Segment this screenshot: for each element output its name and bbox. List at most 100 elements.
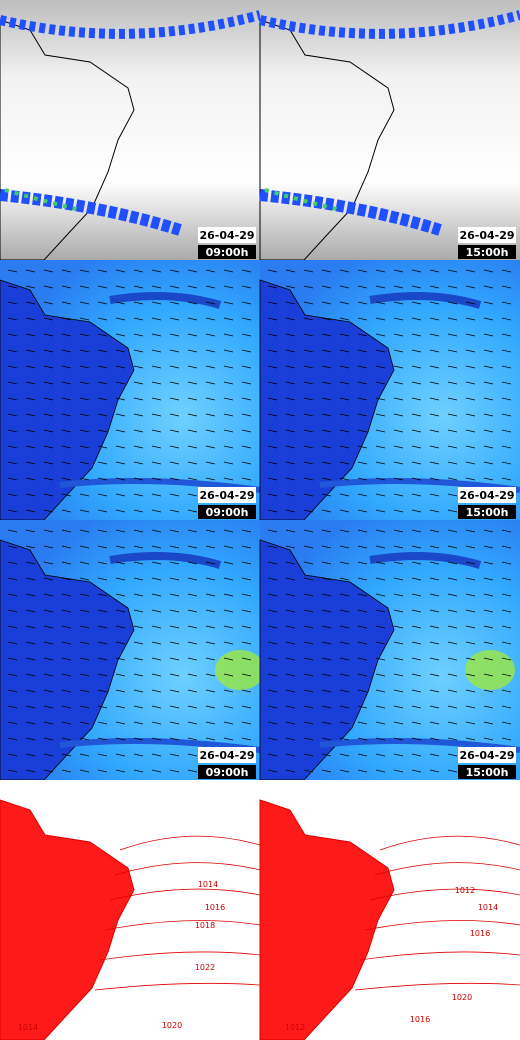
wind-arrow — [429, 429, 440, 433]
wind-arrow — [465, 737, 476, 741]
wind-arrow — [223, 461, 234, 465]
wind-arrow — [97, 689, 108, 693]
wind-arrow — [339, 301, 350, 305]
wind-arrow — [465, 689, 476, 693]
wind-arrow — [339, 461, 350, 465]
wind-arrow — [43, 397, 54, 401]
wind-arrow — [393, 769, 404, 773]
wind-arrow — [79, 365, 90, 369]
wind-band — [109, 552, 222, 569]
date-box — [458, 747, 516, 763]
wind-arrow — [303, 301, 314, 305]
wind-arrow — [447, 301, 458, 305]
wind-arrow — [393, 657, 404, 661]
wind-arrow — [205, 349, 216, 353]
time-box — [198, 505, 256, 519]
wind-arrow — [321, 561, 332, 565]
wind-arrow — [97, 365, 108, 369]
wind-arrow — [151, 285, 162, 289]
wind-arrow — [339, 625, 350, 629]
wind-arrow — [321, 673, 332, 677]
wind-arrow — [285, 689, 296, 693]
wind-arrow — [375, 317, 386, 321]
wind-arrow — [357, 721, 368, 725]
wind-arrow — [151, 397, 162, 401]
wind-arrow — [115, 333, 126, 337]
wind-arrow — [393, 753, 404, 757]
wind-arrow — [43, 285, 54, 289]
wind-arrow — [241, 301, 252, 305]
wind-arrow — [465, 545, 476, 549]
wind-arrow — [187, 381, 198, 385]
wind-arrow — [375, 381, 386, 385]
satellite-background — [0, 0, 260, 260]
wind-arrow — [205, 561, 216, 565]
wind-arrow — [429, 381, 440, 385]
wind-arrow — [285, 593, 296, 597]
wind-arrow — [357, 349, 368, 353]
wind-arrow — [223, 561, 234, 565]
wind-arrow — [133, 365, 144, 369]
wind-arrow — [447, 593, 458, 597]
wind-arrow — [169, 737, 180, 741]
wind-arrow — [79, 301, 90, 305]
wind-arrow — [321, 285, 332, 289]
wind-arrow — [61, 753, 72, 757]
wind-arrow — [97, 413, 108, 417]
wind-arrow — [411, 769, 422, 773]
isobar-label: 1016 — [205, 903, 225, 912]
wind-arrow — [43, 477, 54, 481]
wind-arrow — [151, 561, 162, 565]
wind-arrow — [429, 349, 440, 353]
wind-arrow — [223, 413, 234, 417]
wind-arrow — [43, 625, 54, 629]
wind-arrow — [187, 333, 198, 337]
wind-arrow — [169, 577, 180, 581]
wind-arrow — [79, 577, 90, 581]
wind-arrow — [303, 461, 314, 465]
wind-arrow — [339, 381, 350, 385]
wind-arrow — [303, 509, 314, 513]
wind-arrow — [61, 349, 72, 353]
wind-arrow — [411, 333, 422, 337]
wind-band — [59, 478, 261, 493]
date-box — [198, 747, 256, 763]
wind-arrow — [115, 657, 126, 661]
wind-arrow — [223, 429, 234, 433]
panel-time: 09:00h — [206, 766, 249, 779]
wind-arrow — [223, 545, 234, 549]
wind-arrow — [375, 545, 386, 549]
wind-arrow — [25, 769, 36, 773]
wind-arrow — [465, 461, 476, 465]
wind-arrow — [321, 529, 332, 533]
wind-arrow — [25, 285, 36, 289]
wind-arrow — [411, 657, 422, 661]
wind-arrow — [187, 269, 198, 273]
wind-arrow — [187, 349, 198, 353]
wind-arrow — [285, 769, 296, 773]
wind-arrow — [241, 333, 252, 337]
wind-arrow — [115, 397, 126, 401]
wind-arrow — [79, 397, 90, 401]
wind-arrow — [465, 477, 476, 481]
wind-arrow — [429, 285, 440, 289]
wind-arrow — [303, 529, 314, 533]
wind-arrow — [501, 609, 512, 613]
wind-arrow — [223, 397, 234, 401]
wind-arrow — [375, 625, 386, 629]
wind-arrow — [7, 493, 18, 497]
wind-arrow — [375, 429, 386, 433]
wind-arrow — [375, 737, 386, 741]
wind-arrow — [97, 477, 108, 481]
wind-arrow — [393, 285, 404, 289]
wind-arrow — [321, 317, 332, 321]
isobar — [364, 920, 520, 931]
wind-arrow — [303, 705, 314, 709]
wind-arrow — [115, 529, 126, 533]
wind-arrow — [357, 413, 368, 417]
wind-arrow — [133, 317, 144, 321]
wind-arrow — [133, 413, 144, 417]
wind-arrow — [357, 561, 368, 565]
wind-arrow — [321, 413, 332, 417]
wind-arrow — [7, 429, 18, 433]
